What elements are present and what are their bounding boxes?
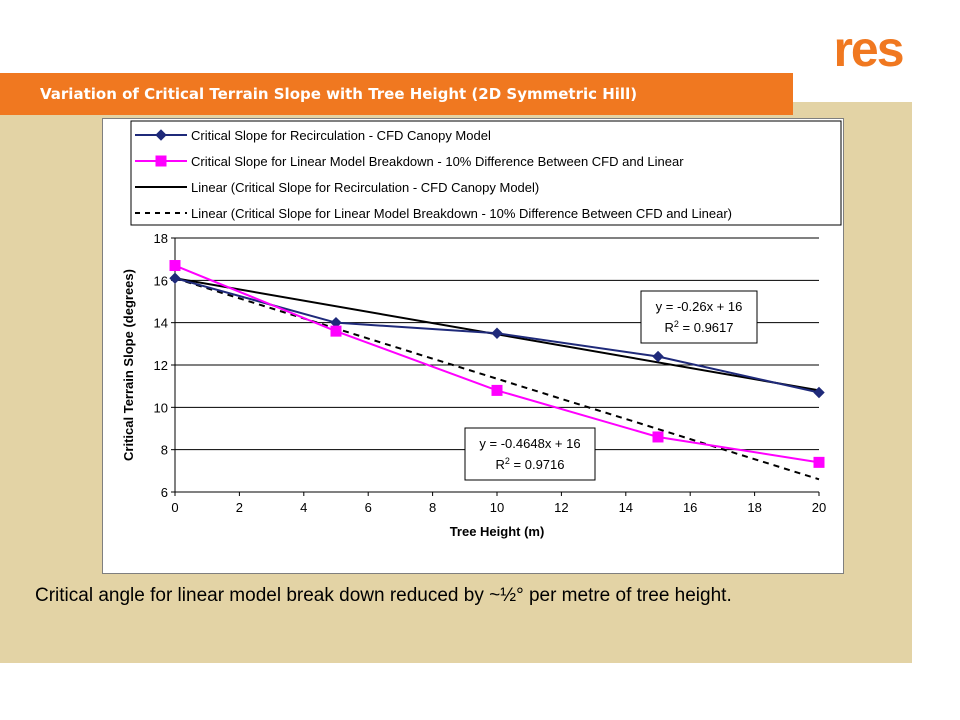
y-tick-label: 16 (154, 273, 168, 288)
legend-label: Linear (Critical Slope for Recirculation… (191, 180, 539, 195)
x-tick-label: 4 (300, 500, 307, 515)
x-tick-label: 20 (812, 500, 826, 515)
data-point (330, 325, 342, 337)
y-axis-title: Critical Terrain Slope (degrees) (121, 269, 136, 461)
line-chart: 6 8 10 12 14 16 18 0 2 4 6 8 10 12 14 16 18 20 Tree Height… (121, 120, 842, 539)
x-tick-label: 10 (490, 500, 504, 515)
caption-text: Critical angle for linear model break do… (35, 585, 732, 606)
data-point (169, 260, 181, 272)
logo-text: res (833, 26, 902, 74)
equation-box (640, 290, 758, 344)
chart-container: 6 8 10 12 14 16 18 0 2 4 6 8 10 12 14 16 18 20 Tree Height… (102, 118, 844, 574)
legend-marker (155, 155, 167, 167)
y-tick-label: 14 (154, 316, 168, 331)
x-axis-title: Tree Height (m) (450, 524, 545, 539)
legend-label: Critical Slope for Linear Model Breakdow… (191, 154, 684, 169)
data-point (491, 327, 503, 339)
y-tick-label: 10 (154, 400, 168, 415)
page-title: Variation of Critical Terrain Slope with… (40, 85, 638, 103)
legend-box (130, 120, 842, 226)
r-squared-label: R2 = 0.9716 (496, 456, 565, 472)
x-tick-label: 0 (171, 500, 178, 515)
x-tick-label: 16 (683, 500, 697, 515)
equation-label: y = -0.4648x + 16 (479, 436, 580, 451)
title-bar: Variation of Critical Terrain Slope with… (0, 73, 793, 115)
y-tick-label: 18 (154, 231, 168, 246)
r-squared-label: R2 = 0.9617 (665, 319, 734, 335)
y-tick-label: 12 (154, 358, 168, 373)
x-tick-label: 6 (365, 500, 372, 515)
y-tick-label: 8 (161, 443, 168, 458)
data-point (813, 456, 825, 468)
x-tick-label: 2 (236, 500, 243, 515)
legend-label: Linear (Critical Slope for Linear Model … (191, 206, 732, 221)
x-tick-label: 18 (747, 500, 761, 515)
res-logo: res (833, 26, 904, 74)
data-point (652, 350, 664, 363)
x-tick-label: 12 (554, 500, 568, 515)
data-point (652, 431, 664, 443)
y-tick-label: 6 (161, 485, 168, 500)
equation-label: y = -0.26x + 16 (656, 299, 743, 314)
legend-label: Critical Slope for Recirculation - CFD C… (191, 128, 491, 143)
equation-box (464, 427, 596, 481)
data-point (491, 384, 503, 396)
data-point (169, 272, 181, 284)
data-point (813, 386, 825, 399)
x-tick-label: 14 (619, 500, 633, 515)
x-tick-label: 8 (429, 500, 436, 515)
legend-marker (155, 129, 167, 141)
